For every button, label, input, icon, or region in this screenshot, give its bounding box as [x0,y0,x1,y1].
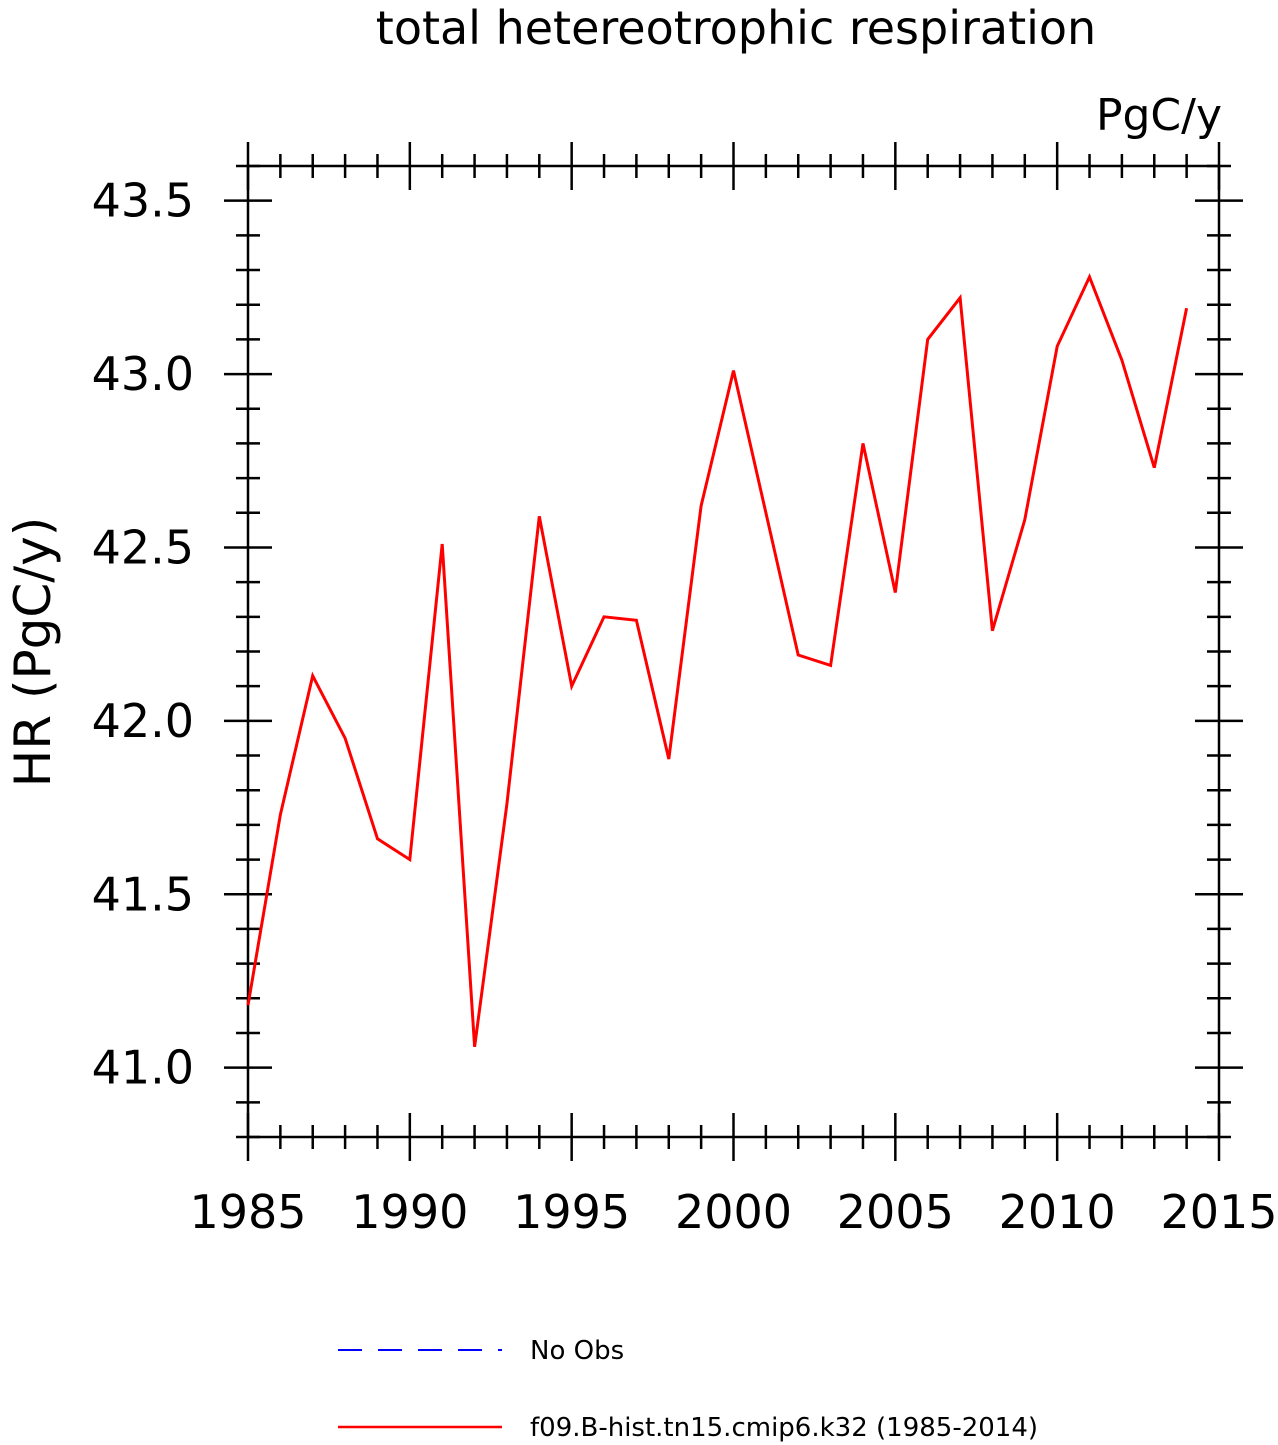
y-tick-labels: 41.0 41.5 42.0 42.5 43.0 43.5 [92,174,194,1095]
x-tick-label: 2005 [837,1185,954,1239]
legend-label-no-obs: No Obs [530,1336,624,1366]
x-tick-label: 2000 [675,1185,792,1239]
x-tick-label: 1990 [351,1185,468,1239]
legend-label-model: f09.B-hist.tn15.cmip6.k32 (1985-2014) [530,1413,1038,1443]
chart-title: total hetereotrophic respiration [376,1,1096,55]
y-tick-label: 42.0 [92,694,194,748]
units-label: PgC/y [1096,90,1222,141]
axis-ticks [224,142,1243,1161]
y-tick-label: 42.5 [92,520,194,574]
x-tick-label: 2010 [999,1185,1116,1239]
y-tick-label: 43.0 [92,347,194,401]
x-tick-label: 1985 [189,1185,306,1239]
series-line-0 [246,273,1189,1047]
x-tick-label: 2015 [1160,1185,1277,1239]
y-tick-label: 43.5 [92,174,194,228]
y-tick-label: 41.0 [92,1041,194,1095]
legend: No Obs f09.B-hist.tn15.cmip6.k32 (1985-2… [338,1336,1038,1443]
x-tick-labels: 1985 1990 1995 2000 2005 2010 2015 [189,1185,1277,1239]
x-tick-label: 1995 [513,1185,630,1239]
y-axis-label: HR (PgC/y) [4,517,62,787]
series-layer [246,273,1189,1047]
y-tick-label: 41.5 [92,867,194,921]
